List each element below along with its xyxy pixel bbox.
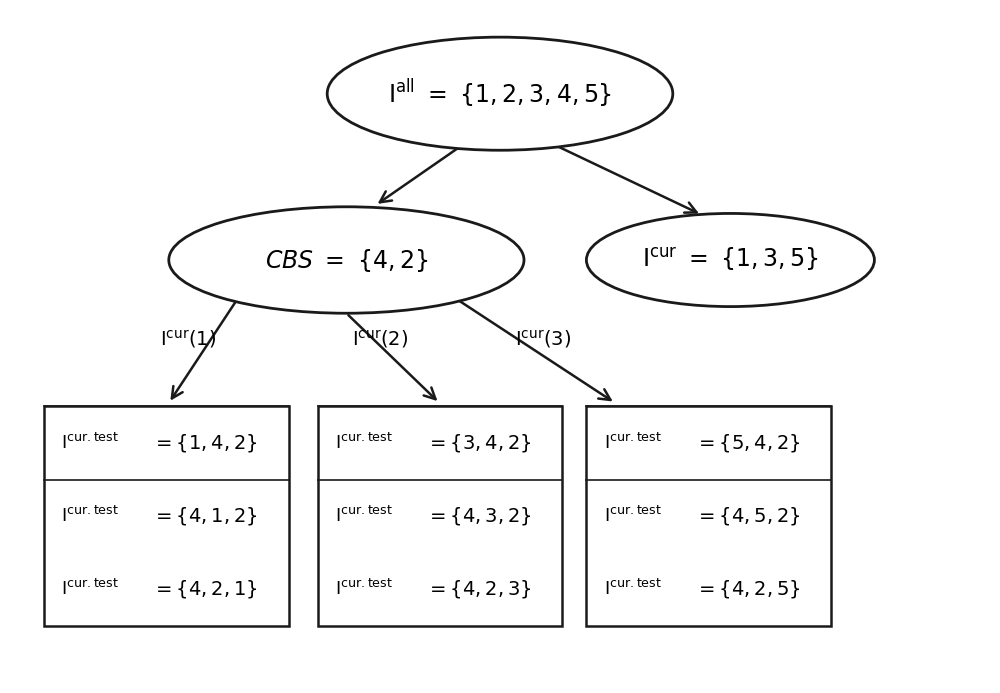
Text: $\mathrm{I}^{\mathrm{cur.test}}$: $\mathrm{I}^{\mathrm{cur.test}}$ — [335, 506, 393, 526]
Text: $= \{4,2,5\}$: $= \{4,2,5\}$ — [695, 579, 800, 600]
Text: $= \{4,3,2\}$: $= \{4,3,2\}$ — [426, 505, 532, 527]
Text: $\mathrm{I}^{\mathrm{cur.test}}$: $\mathrm{I}^{\mathrm{cur.test}}$ — [61, 506, 119, 526]
Text: $= \{4,2,1\}$: $= \{4,2,1\}$ — [152, 579, 258, 600]
Bar — [44, 406, 289, 626]
Ellipse shape — [586, 213, 874, 306]
Ellipse shape — [327, 37, 673, 150]
Text: $= \{4,1,2\}$: $= \{4,1,2\}$ — [152, 505, 258, 527]
Text: $\mathrm{I}^{\mathrm{cur}}\ =\ \{1,3,5\}$: $\mathrm{I}^{\mathrm{cur}}\ =\ \{1,3,5\}… — [642, 246, 819, 274]
Bar — [586, 406, 831, 626]
Text: $\mathrm{I}^{\mathrm{cur.test}}$: $\mathrm{I}^{\mathrm{cur.test}}$ — [61, 579, 119, 599]
Text: $\mathrm{I}^{\mathrm{cur.test}}$: $\mathrm{I}^{\mathrm{cur.test}}$ — [335, 433, 393, 453]
Text: $\mathrm{I}^{\mathrm{cur.test}}$: $\mathrm{I}^{\mathrm{cur.test}}$ — [604, 506, 662, 526]
Text: $\mathrm{I}^{\mathrm{cur}}$$(3)$: $\mathrm{I}^{\mathrm{cur}}$$(3)$ — [515, 328, 571, 351]
Text: $\mathrm{I}^{\mathrm{cur}}$$(2)$: $\mathrm{I}^{\mathrm{cur}}$$(2)$ — [352, 328, 408, 351]
Text: $= \{4,5,2\}$: $= \{4,5,2\}$ — [695, 505, 800, 527]
Text: $\mathrm{I}^{\mathrm{cur.test}}$: $\mathrm{I}^{\mathrm{cur.test}}$ — [335, 579, 393, 599]
Text: $\mathrm{I}^{\mathrm{cur.test}}$: $\mathrm{I}^{\mathrm{cur.test}}$ — [604, 433, 662, 453]
Text: $= \{5,4,2\}$: $= \{5,4,2\}$ — [695, 432, 800, 454]
Text: $\mathrm{I}^{\mathrm{cur}}$$(1)$: $\mathrm{I}^{\mathrm{cur}}$$(1)$ — [160, 328, 216, 351]
Text: $\mathit{CBS}\ =\ \{4,2\}$: $\mathit{CBS}\ =\ \{4,2\}$ — [265, 247, 428, 274]
Ellipse shape — [169, 207, 524, 313]
Text: $= \{1,4,2\}$: $= \{1,4,2\}$ — [152, 432, 258, 454]
Text: $\mathrm{I}^{\mathrm{cur.test}}$: $\mathrm{I}^{\mathrm{cur.test}}$ — [604, 579, 662, 599]
Text: $\mathrm{I}^{\mathrm{all}}\ =\ \{1,2,3,4,5\}$: $\mathrm{I}^{\mathrm{all}}\ =\ \{1,2,3,4… — [388, 78, 612, 110]
Text: $= \{4,2,3\}$: $= \{4,2,3\}$ — [426, 579, 532, 600]
Text: $\mathrm{I}^{\mathrm{cur.test}}$: $\mathrm{I}^{\mathrm{cur.test}}$ — [61, 433, 119, 453]
Text: $= \{3,4,2\}$: $= \{3,4,2\}$ — [426, 432, 532, 454]
Bar — [318, 406, 562, 626]
